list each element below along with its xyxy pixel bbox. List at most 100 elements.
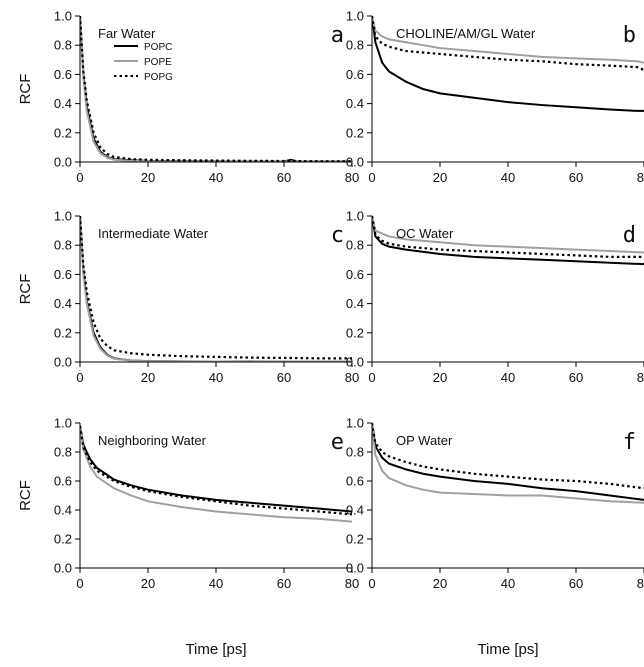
x-axis-label: Time [ps] xyxy=(477,641,538,658)
y-axis-label: RCF xyxy=(17,274,34,305)
series-line-pope xyxy=(372,215,644,254)
series-line-pope xyxy=(80,425,352,523)
series-line-popg xyxy=(372,15,644,72)
legend-label-popg: POPG xyxy=(144,72,173,83)
y-tick-label: 0.4 xyxy=(54,96,72,111)
x-tick-label: 40 xyxy=(501,370,515,385)
y-tick-label: 0.6 xyxy=(54,267,72,282)
x-tick-label: 20 xyxy=(433,576,447,591)
x-tick-label: 40 xyxy=(209,370,223,385)
y-tick-label: 1.0 xyxy=(54,209,72,224)
x-tick-label: 60 xyxy=(277,576,291,591)
x-tick-label: 20 xyxy=(433,170,447,185)
x-tick-label: 20 xyxy=(141,370,155,385)
panel-d: 0.0 0.2 0.4 0.6 0.8 1.0 0 20 40 60 80 OC Water d xyxy=(346,209,644,385)
x-tick-label: 0 xyxy=(76,370,83,385)
panel-title: Neighboring Water xyxy=(98,433,207,448)
y-tick-label: 0.2 xyxy=(54,325,72,340)
series-line-popc xyxy=(372,15,644,112)
panel-title: CHOLINE/AM/GL Water xyxy=(396,26,536,41)
y-tick-label: 0.4 xyxy=(346,503,364,518)
y-axis-label: RCF xyxy=(17,480,34,511)
legend-label-pope: POPE xyxy=(144,57,172,68)
y-tick-label: 0.6 xyxy=(346,67,364,82)
y-tick-label: 0.0 xyxy=(346,155,364,170)
y-axis-label: RCF xyxy=(17,74,34,105)
panel-letter: f xyxy=(623,430,636,455)
legend: POPC POPE POPG xyxy=(114,42,173,83)
y-tick-label: 1.0 xyxy=(54,416,72,431)
x-tick-label: 40 xyxy=(209,576,223,591)
x-tick-label: 0 xyxy=(368,170,375,185)
y-tick-label: 0.6 xyxy=(54,474,72,489)
y-tick-label: 0.4 xyxy=(346,296,364,311)
y-tick-label: 0.0 xyxy=(54,355,72,370)
legend-label-popc: POPC xyxy=(144,42,172,53)
x-tick-label: 60 xyxy=(277,370,291,385)
y-tick-label: 0.8 xyxy=(54,38,72,53)
x-tick-label: 0 xyxy=(76,576,83,591)
x-tick-label: 80 xyxy=(637,370,644,385)
x-tick-label: 40 xyxy=(501,170,515,185)
panel-e: 0.0 0.2 0.4 0.6 0.8 1.0 0 20 40 60 80 Neighboring W… xyxy=(17,416,359,659)
y-tick-label: 0.8 xyxy=(346,38,364,53)
y-tick-label: 0.6 xyxy=(346,267,364,282)
x-tick-label: 0 xyxy=(368,370,375,385)
y-tick-label: 0.2 xyxy=(346,125,364,140)
panel-f: 0.0 0.2 0.4 0.6 0.8 1.0 0 20 40 60 80 OP Water f Time… xyxy=(346,416,644,658)
y-tick-label: 0.6 xyxy=(54,67,72,82)
y-tick-label: 1.0 xyxy=(346,416,364,431)
panel-b: 0.0 0.2 0.4 0.6 0.8 1.0 0 20 40 60 80 CHOLINE/AM/GL… xyxy=(346,9,644,185)
x-tick-label: 80 xyxy=(637,576,644,591)
x-tick-label: 20 xyxy=(141,170,155,185)
x-tick-label: 0 xyxy=(368,576,375,591)
y-tick-label: 1.0 xyxy=(346,9,364,24)
panel-title: OC Water xyxy=(396,226,454,241)
series-line-popg xyxy=(80,15,352,162)
y-tick-label: 0.8 xyxy=(54,238,72,253)
x-tick-label: 80 xyxy=(345,576,359,591)
panel-title: Intermediate Water xyxy=(98,226,209,241)
y-tick-label: 0.0 xyxy=(54,561,72,576)
y-tick-label: 1.0 xyxy=(54,9,72,24)
panel-letter: d xyxy=(623,223,636,248)
x-tick-label: 60 xyxy=(277,170,291,185)
x-tick-label: 20 xyxy=(141,576,155,591)
panel-c: 0.0 0.2 0.4 0.6 0.8 1.0 0 20 40 60 80 Intermediate … xyxy=(17,209,359,386)
panel-letter: e xyxy=(331,430,344,455)
series-line-pope xyxy=(372,422,644,504)
series-line-pope xyxy=(372,15,644,64)
y-tick-label: 1.0 xyxy=(346,209,364,224)
y-tick-label: 0.8 xyxy=(346,238,364,253)
x-tick-label: 60 xyxy=(569,370,583,385)
series-line-popc xyxy=(372,215,644,266)
x-tick-label: 60 xyxy=(569,576,583,591)
y-tick-label: 0.8 xyxy=(346,445,364,460)
y-tick-label: 0.2 xyxy=(54,125,72,140)
series-line-popc xyxy=(372,422,644,501)
y-tick-label: 0.6 xyxy=(346,474,364,489)
y-tick-label: 0.2 xyxy=(346,532,364,547)
x-tick-label: 80 xyxy=(637,170,644,185)
y-tick-label: 0.4 xyxy=(54,296,72,311)
series-line-popc xyxy=(80,425,352,513)
panel-letter: c xyxy=(331,223,344,248)
y-tick-label: 0.0 xyxy=(54,155,72,170)
y-tick-label: 0.8 xyxy=(54,445,72,460)
y-tick-label: 0.0 xyxy=(346,355,364,370)
y-tick-label: 0.4 xyxy=(54,503,72,518)
panel-letter: a xyxy=(331,23,344,48)
y-tick-label: 0.4 xyxy=(346,96,364,111)
y-tick-label: 0.2 xyxy=(346,325,364,340)
x-tick-label: 60 xyxy=(569,170,583,185)
x-tick-label: 40 xyxy=(501,576,515,591)
x-tick-label: 40 xyxy=(209,170,223,185)
panel-a: 0.0 0.2 0.4 0.6 0.8 1.0 0 20 40 60 80 Far Water a RCF… xyxy=(17,9,359,186)
panel-letter: b xyxy=(623,23,636,48)
y-tick-label: 0.2 xyxy=(54,532,72,547)
x-axis-label: Time [ps] xyxy=(185,641,246,658)
y-tick-label: 0.0 xyxy=(346,561,364,576)
series-line-popg xyxy=(80,215,352,360)
panel-title: Far Water xyxy=(98,26,156,41)
